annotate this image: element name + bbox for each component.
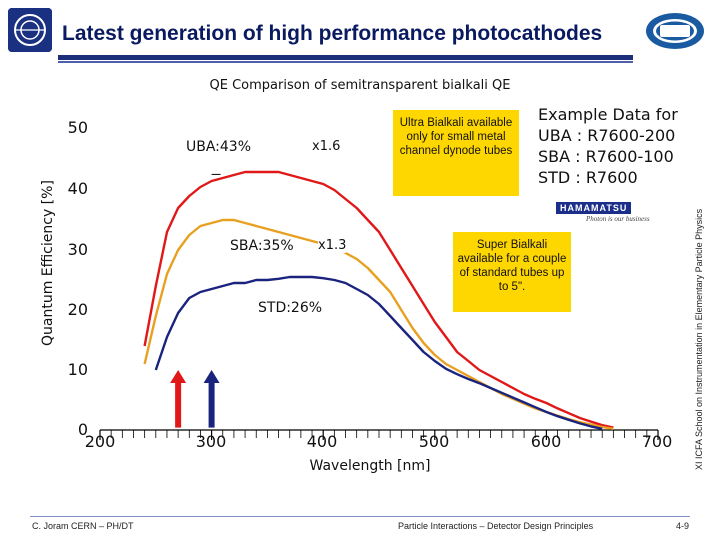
uba-series-label: UBA:43%: [186, 139, 252, 155]
series-line-uba: [143, 170, 614, 429]
sba-series-label: SBA:35%: [230, 238, 294, 254]
arrow-shaft: [208, 382, 215, 428]
x-tick-label: 500: [418, 432, 450, 451]
example-line: UBA : R7600-200: [538, 126, 676, 145]
x-tick-label: 700: [641, 432, 673, 451]
sba-gain-label: x1.3: [318, 238, 347, 253]
example-line: SBA : R7600-100: [538, 147, 674, 166]
hamamatsu-wordmark: HAMAMATSU: [556, 202, 632, 214]
y-tick-label: 40: [67, 179, 88, 198]
uba-gain-label: x1.6: [312, 139, 341, 154]
x-tick-label: 600: [530, 432, 562, 451]
title-underline-thin: [58, 61, 633, 63]
arrow-head: [170, 370, 187, 383]
footer-page-number: 4-9: [676, 521, 690, 531]
footer-divider: [30, 516, 690, 517]
x-tick-label: 400: [306, 432, 338, 451]
std-series-label: STD:26%: [258, 300, 323, 316]
footer-course: Particle Interactions – Detector Design …: [398, 521, 594, 531]
y-tick-label: 30: [67, 240, 88, 259]
x-axis-label: Wavelength [nm]: [309, 458, 431, 474]
x-tick-label: 300: [195, 432, 227, 451]
series-line-std: [154, 275, 603, 430]
chart-subtitle: QE Comparison of semitransparent bialkal…: [209, 78, 511, 93]
example-line: STD : R7600: [538, 168, 638, 187]
title-underline: [58, 55, 633, 60]
footer-author: C. Joram CERN – PH/DT: [32, 521, 134, 531]
arrow-shaft: [175, 382, 182, 428]
y-tick-label: 0: [77, 420, 88, 439]
x-tick-label: 200: [84, 432, 116, 451]
icfa-logo: [644, 10, 706, 52]
y-tick-label: 10: [67, 360, 88, 379]
side-footer-text: XI ICFA School on Instrumentation in Ele…: [694, 208, 704, 470]
y-tick-label: 20: [67, 300, 88, 319]
arrow-head: [203, 370, 220, 383]
ultra-bialkali-note: Ultra Bialkali available only for small …: [393, 110, 519, 196]
cern-logo: [8, 8, 52, 52]
super-bialkali-note: Super Bialkali available for a couple of…: [453, 232, 571, 312]
page-title: Latest generation of high performance ph…: [62, 22, 603, 45]
example-line: Example Data for: [538, 105, 678, 124]
y-axis-label: Quantum Efficiency [%]: [40, 180, 56, 346]
hamamatsu-tagline: Photon is our business: [586, 215, 650, 223]
y-tick-label: 50: [67, 118, 88, 137]
example-data-note: Example Data for UBA : R7600-200 SBA : R…: [538, 104, 690, 188]
hamamatsu-logo: HAMAMATSU Photon is our business: [556, 196, 668, 223]
